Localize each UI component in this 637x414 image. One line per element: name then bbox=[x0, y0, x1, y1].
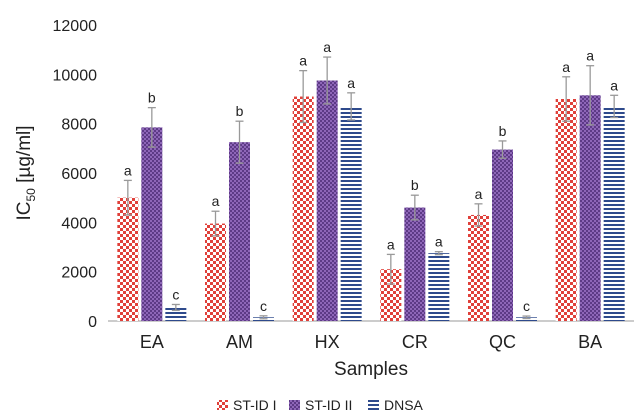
error-bar bbox=[410, 194, 419, 221]
category-label: EA bbox=[140, 332, 164, 352]
y-tick-label: 8000 bbox=[61, 117, 97, 134]
error-bar bbox=[386, 253, 395, 285]
y-tick-label: 6000 bbox=[61, 166, 97, 183]
bar-am-st-id-i bbox=[205, 223, 226, 321]
y-tick-label: 2000 bbox=[61, 265, 97, 282]
significance-label: a bbox=[435, 234, 443, 250]
significance-label: b bbox=[499, 123, 507, 139]
y-tick-label: 4000 bbox=[61, 215, 97, 232]
error-bar bbox=[347, 92, 356, 121]
significance-label: a bbox=[387, 236, 395, 252]
x-axis-title: Samples bbox=[334, 359, 408, 380]
error-bar bbox=[171, 303, 180, 312]
error-bar bbox=[586, 65, 595, 126]
significance-label: b bbox=[411, 177, 419, 193]
error-bar bbox=[562, 76, 571, 122]
bar-ea-dnsa bbox=[165, 307, 187, 321]
bar-hx-dnsa bbox=[340, 106, 362, 322]
y-axis-title: IC50 [µg/ml] bbox=[14, 125, 38, 220]
error-bar bbox=[259, 315, 268, 320]
significance-label: c bbox=[172, 286, 179, 302]
y-tick-label: 10000 bbox=[53, 67, 98, 84]
significance-label: a bbox=[610, 77, 618, 93]
legend-swatch bbox=[368, 400, 379, 410]
bar-ea-st-id-i bbox=[117, 197, 139, 321]
y-axis-title-main: IC bbox=[14, 202, 35, 221]
significance-label: c bbox=[260, 298, 267, 314]
error-bar bbox=[498, 140, 507, 159]
significance-label: a bbox=[323, 39, 331, 55]
category-labels: EA AM HX CR QC BA bbox=[140, 332, 602, 352]
significance-label: a bbox=[299, 53, 307, 69]
bar-qc-st-id-ii bbox=[492, 149, 513, 321]
bar-hx-st-id-i bbox=[292, 96, 314, 322]
error-bar bbox=[235, 120, 244, 164]
error-bar bbox=[299, 69, 308, 124]
error-bar bbox=[323, 56, 332, 105]
significance-label: b bbox=[236, 103, 244, 119]
bar-ba-st-id-i bbox=[555, 99, 577, 321]
category-label: CR bbox=[402, 332, 428, 352]
bar-ba-dnsa bbox=[603, 106, 625, 322]
error-bar bbox=[147, 106, 156, 148]
y-axis-title-unit: [µg/ml] bbox=[14, 125, 35, 188]
bar-hx-st-id-ii bbox=[316, 80, 338, 321]
significance-label: a bbox=[586, 48, 594, 64]
legend-label: DNSA bbox=[384, 397, 424, 413]
y-tick-label: 12000 bbox=[53, 18, 98, 35]
error-bar bbox=[434, 251, 443, 256]
significance-label: a bbox=[212, 193, 220, 209]
bar-am-st-id-ii bbox=[229, 142, 250, 321]
category-label: BA bbox=[578, 332, 602, 352]
category-label: QC bbox=[489, 332, 516, 352]
bar-cr-dnsa bbox=[428, 253, 450, 321]
legend-label: ST-ID II bbox=[305, 397, 352, 413]
error-bar bbox=[474, 203, 483, 227]
significance-label: a bbox=[124, 162, 132, 178]
error-bar bbox=[211, 210, 220, 237]
legend-swatch bbox=[217, 400, 228, 410]
legend-label: ST-ID I bbox=[233, 397, 277, 413]
error-bar bbox=[610, 94, 619, 119]
legend-swatch bbox=[289, 400, 300, 410]
bar-ba-st-id-ii bbox=[579, 95, 601, 321]
significance-label: c bbox=[523, 298, 530, 314]
significance-label: a bbox=[562, 59, 570, 75]
legend: ST-ID I ST-ID II DNSA bbox=[217, 397, 424, 413]
bar-ea-st-id-ii bbox=[141, 127, 163, 321]
significance-label: a bbox=[475, 186, 483, 202]
bar-cr-st-id-i bbox=[380, 269, 402, 321]
y-axis-ticks: 0 2000 4000 6000 8000 10000 12000 bbox=[53, 18, 98, 331]
category-label: AM bbox=[226, 332, 253, 352]
category-label: HX bbox=[315, 332, 340, 352]
significance-label: a bbox=[347, 75, 355, 91]
error-bar bbox=[123, 179, 132, 216]
bar-cr-st-id-ii bbox=[404, 207, 426, 321]
error-bar bbox=[522, 315, 531, 320]
y-axis-title-subscript: 50 bbox=[24, 188, 38, 202]
significance-label: b bbox=[148, 90, 156, 106]
bar-qc-st-id-i bbox=[468, 214, 489, 321]
y-tick-label: 0 bbox=[88, 314, 97, 331]
